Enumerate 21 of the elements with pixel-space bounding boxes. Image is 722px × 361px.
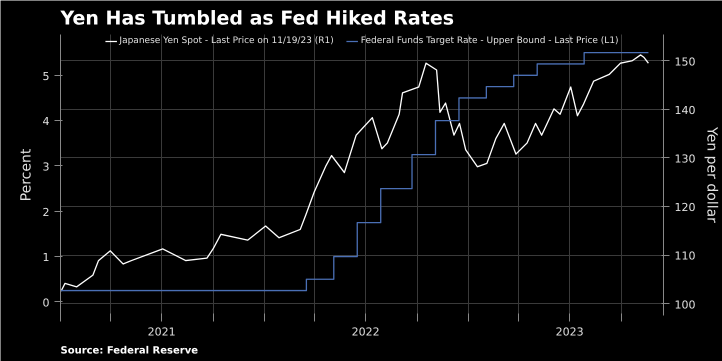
x-tick-label: 2023 [556,326,584,338]
y-tick-label: 3 [42,160,50,174]
y2-axis-title: Yen per dollar [703,126,720,224]
y-tick-label: 4 [42,115,50,128]
y2-tick-label: 110 [674,250,696,263]
x-tick-label: 2021 [148,326,176,338]
y-tick-label: 5 [42,70,50,83]
source-note: Source: Federal Reserve [60,346,198,356]
y2-tick-label: 100 [674,298,696,312]
legend-label: Japanese Yen Spot - Last Price on 11/19/23 (R1) [119,36,334,46]
y-tick-label: 2 [42,206,50,219]
legend-label: Federal Funds Target Rate - Upper Bound - Last Price (L1) [360,36,619,46]
chart-title: Yen Has Tumbled as Fed Hiked Rates [60,8,454,30]
y2-tick-label: 120 [674,201,696,214]
y-tick-label: 0 [42,296,50,310]
y2-tick-label: 130 [674,152,696,166]
y2-tick-label: 140 [674,104,696,117]
y-tick-label: 1 [42,251,50,264]
y-axis-title: Percent [18,148,34,202]
y2-tick-label: 150 [674,55,696,68]
x-tick-label: 2022 [352,326,380,338]
